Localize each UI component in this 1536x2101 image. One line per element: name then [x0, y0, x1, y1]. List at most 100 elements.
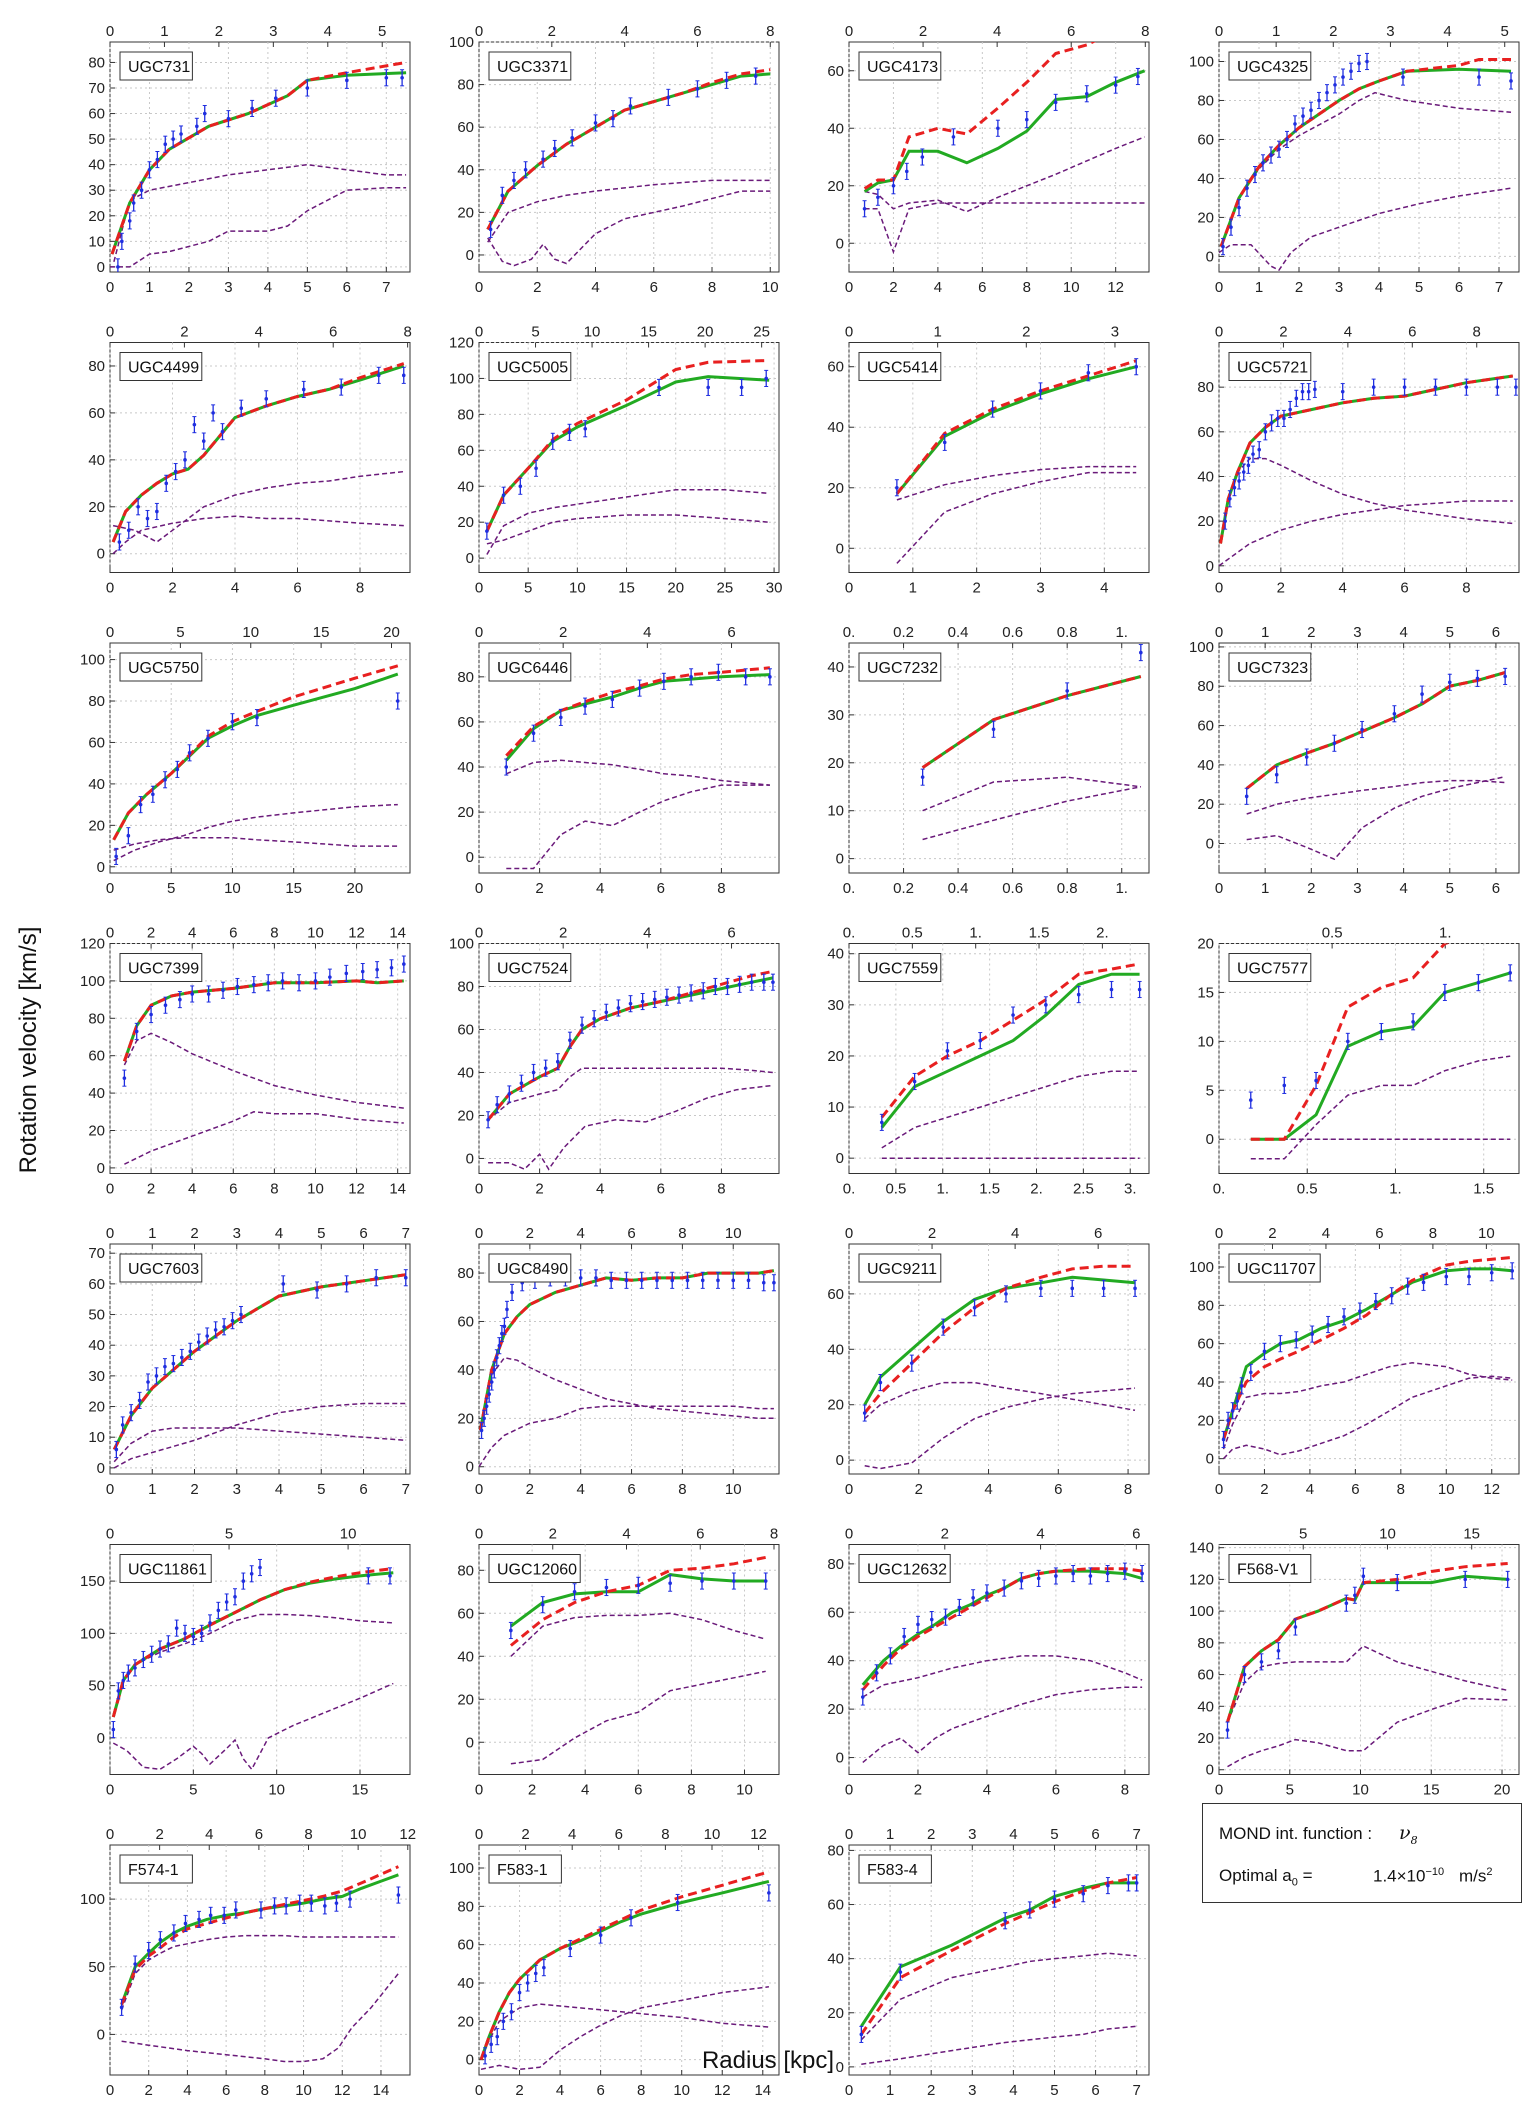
top-tick-label: 20 — [697, 324, 714, 341]
galaxy-name: UGC7603 — [128, 1261, 199, 1278]
data-point — [628, 1001, 633, 1006]
data-point — [1225, 1728, 1230, 1732]
y-tick-label: 0 — [836, 851, 844, 868]
data-point — [252, 982, 256, 987]
data-point — [677, 993, 681, 997]
component-curve-2 — [113, 1402, 406, 1469]
data-point — [235, 984, 240, 989]
top-tick-label: 4 — [643, 925, 651, 942]
data-point — [636, 1583, 641, 1588]
data-point — [305, 86, 310, 90]
data-point — [151, 792, 155, 797]
data-point — [1325, 90, 1329, 95]
data-point — [1038, 389, 1043, 393]
component-curve-1 — [864, 1381, 1136, 1420]
x-tick-label: 6 — [1091, 2082, 1099, 2099]
data-point — [724, 78, 729, 83]
x-tick-label: 6 — [222, 2082, 230, 2099]
panel-marks — [119, 1865, 401, 2063]
x-tick-label: 30 — [766, 580, 783, 597]
top-tick-label: 0 — [845, 23, 853, 40]
data-point — [611, 116, 615, 121]
fit-curve — [1222, 1255, 1513, 1440]
top-tick-label: 10 — [340, 1526, 357, 1543]
data-point — [1137, 987, 1142, 992]
top-tick-label: 4 — [620, 23, 628, 40]
y-tick-label: 20 — [827, 1701, 844, 1718]
data-point — [208, 1621, 212, 1625]
galaxy-name-box — [119, 1854, 193, 1884]
component-curve-1 — [862, 1655, 1143, 1698]
x-tick-label: 3 — [1335, 279, 1343, 296]
data-point — [578, 1276, 583, 1280]
x-tick-label: 0 — [845, 580, 853, 597]
y-tick-label: 40 — [88, 1337, 105, 1354]
data-point — [206, 736, 210, 741]
data-point — [1360, 727, 1364, 732]
top-tick-label: 2 — [1268, 1225, 1276, 1242]
data-point — [761, 1280, 766, 1285]
data-point — [572, 1589, 577, 1594]
data-point — [739, 385, 744, 390]
x-tick-label: 2 — [914, 1782, 922, 1799]
data-point — [360, 969, 365, 974]
galaxy-name-box — [1228, 1253, 1321, 1283]
data-point — [1019, 1579, 1024, 1583]
data-point — [1288, 407, 1292, 412]
y-tick-label: 80 — [827, 1556, 844, 1573]
y-tick-label: 80 — [457, 669, 474, 686]
y-tick-label: 80 — [457, 978, 474, 995]
data-point — [1248, 1098, 1253, 1102]
y-tick-label: 120 — [449, 335, 474, 352]
data-point — [1230, 1408, 1235, 1413]
data-point — [1340, 389, 1345, 394]
top-tick-label: 6 — [1375, 1225, 1383, 1242]
top-tick-label: 0 — [1215, 624, 1223, 641]
y-tick-label: 80 — [457, 1265, 474, 1282]
component-curve-1 — [1246, 779, 1506, 815]
top-tick-label: 0 — [1215, 23, 1223, 40]
x-tick-label: 2.5 — [1073, 1181, 1094, 1198]
data-point — [985, 1591, 989, 1595]
data-point — [1134, 364, 1139, 369]
data-point — [206, 992, 211, 996]
top-tick-label: 5 — [317, 1225, 325, 1242]
x-tick-label: 8 — [1121, 1782, 1129, 1799]
data-point — [943, 1615, 948, 1619]
y-tick-label: 0 — [1206, 1762, 1214, 1779]
data-point — [122, 1076, 127, 1080]
data-point — [666, 95, 671, 100]
x-tick-label: 8 — [708, 279, 716, 296]
data-point — [495, 1102, 499, 1107]
data-point — [1101, 1286, 1106, 1291]
panel-marks — [879, 962, 1142, 1159]
y-tick-label: 10 — [1197, 1033, 1214, 1050]
y-tick-label: 20 — [1197, 209, 1214, 226]
y-tick-label: 80 — [457, 77, 474, 94]
panel-ugc12060: 0 2 4 6 8 10 0 20 40 60 80 0 2 4 6 8 UGC12060 — [457, 1526, 780, 1799]
data-point — [1237, 479, 1241, 483]
data-point — [230, 1318, 235, 1323]
top-tick-label: 0 — [475, 23, 483, 40]
data-point — [629, 1916, 633, 1920]
data-point — [700, 1579, 704, 1583]
top-tick-label: 0 — [845, 1526, 853, 1543]
component-curve-2 — [506, 784, 770, 870]
y-tick-label: 40 — [457, 1362, 474, 1379]
panel-marks — [1248, 943, 1513, 1160]
data-point — [1371, 385, 1376, 389]
x-tick-label: 2 — [1277, 580, 1285, 597]
data-point — [764, 376, 769, 381]
data-point — [489, 1380, 494, 1384]
data-point — [518, 484, 523, 489]
top-tick-label: 8 — [1141, 23, 1149, 40]
data-point — [929, 1617, 934, 1622]
y-tick-label: 0 — [836, 540, 844, 557]
data-point — [555, 1059, 560, 1064]
data-point — [1282, 1083, 1287, 1088]
y-axis-label: Rotation velocity [km/s] — [15, 927, 42, 1174]
x-tick-label: 6 — [1054, 1481, 1062, 1498]
data-point — [224, 1600, 229, 1604]
